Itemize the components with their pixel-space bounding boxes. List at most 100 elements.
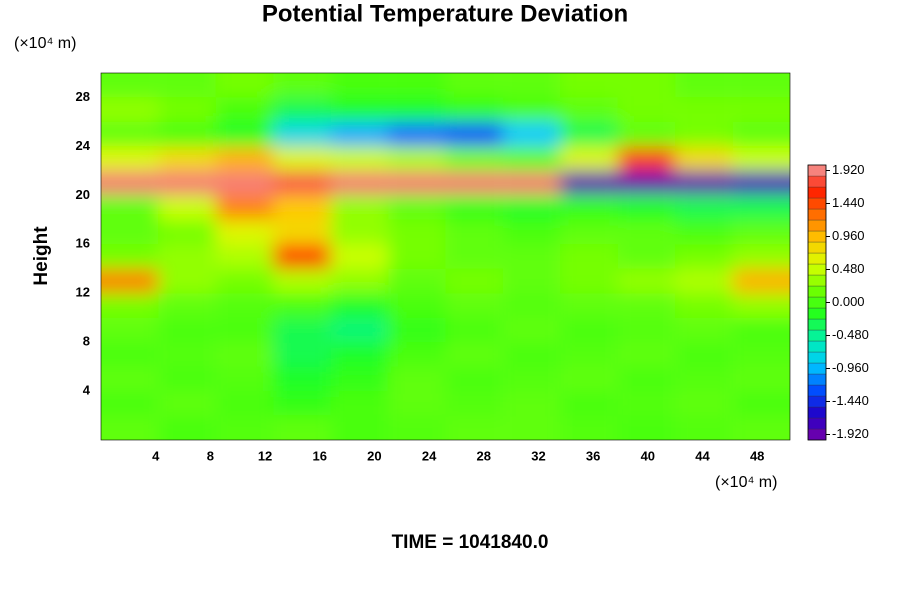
cell (560, 415, 618, 440)
cell (388, 195, 446, 220)
cell (273, 219, 331, 245)
cell (158, 170, 216, 196)
cell (273, 268, 331, 294)
cell (732, 195, 790, 220)
y-tick-label: 8 (83, 334, 90, 349)
cell (445, 121, 503, 147)
cell (101, 219, 159, 245)
cell (445, 219, 503, 245)
x-tick-label: 8 (207, 448, 214, 463)
cell (617, 268, 676, 294)
cell (732, 97, 790, 122)
cell (502, 97, 561, 122)
x-tick-label: 44 (695, 448, 710, 463)
cell (158, 97, 216, 122)
cell (273, 195, 331, 220)
cell (101, 73, 159, 98)
cell (330, 317, 389, 343)
cell (330, 268, 389, 294)
cell (675, 391, 733, 416)
cell (617, 366, 676, 392)
cell (388, 73, 446, 98)
colorbar-swatch (807, 417, 827, 430)
colorbar-tick-label: 1.920 (832, 162, 865, 177)
colorbar-swatch (807, 186, 827, 199)
cell (215, 146, 274, 171)
cell (560, 97, 618, 122)
field (101, 73, 790, 440)
cell (502, 219, 561, 245)
cell (732, 170, 790, 196)
cell (158, 244, 216, 269)
cell (617, 293, 676, 318)
plot-frame (100, 72, 791, 441)
cell (732, 342, 790, 367)
cell (215, 219, 274, 245)
cell (101, 121, 159, 147)
cell (617, 146, 676, 171)
cell (101, 195, 159, 220)
colorbar-tick-label: -1.920 (832, 426, 869, 441)
colorbar-tick-label: -0.960 (832, 360, 869, 375)
cell (502, 415, 561, 440)
chart-title: Potential Temperature Deviation (262, 0, 628, 27)
cell (732, 391, 790, 416)
cell (560, 195, 618, 220)
colorbar-swatch (807, 318, 827, 331)
cell (560, 146, 618, 171)
cell (273, 366, 331, 392)
x-tick-label: 16 (312, 448, 326, 463)
cell (273, 293, 331, 318)
cell (560, 121, 618, 147)
cell (101, 293, 159, 318)
cell (101, 146, 159, 171)
colorbar-tick-label: 0.000 (832, 294, 865, 309)
cell (158, 317, 216, 343)
cell (732, 244, 790, 269)
x-tick-label: 4 (152, 448, 160, 463)
cell (273, 146, 331, 171)
cell (330, 391, 389, 416)
cell (560, 391, 618, 416)
cell (502, 170, 561, 196)
cell (101, 97, 159, 122)
cell (273, 170, 331, 196)
colorbar-tick-label: -1.440 (832, 393, 869, 408)
y-tick-label: 24 (76, 138, 91, 153)
cell (273, 121, 331, 147)
cell (388, 97, 446, 122)
cell (388, 317, 446, 343)
cell (675, 293, 733, 318)
cell (215, 391, 274, 416)
cell (675, 366, 733, 392)
cell (215, 317, 274, 343)
cell (675, 244, 733, 269)
cell (388, 121, 446, 147)
cell (675, 121, 733, 147)
cell (675, 170, 733, 196)
cell (445, 415, 503, 440)
y-tick-label: 28 (76, 89, 90, 104)
cell (445, 342, 503, 367)
cell (388, 342, 446, 367)
cell (330, 366, 389, 392)
cell (273, 317, 331, 343)
colorbar-swatch (807, 241, 827, 254)
cell (158, 195, 216, 220)
colorbar-swatch (807, 296, 827, 309)
colorbar-swatch (807, 307, 827, 320)
cell (330, 97, 389, 122)
cell (617, 219, 676, 245)
cell (617, 121, 676, 147)
cell (675, 317, 733, 343)
cell (158, 121, 216, 147)
cell (502, 195, 561, 220)
x-tick-label: 36 (586, 448, 600, 463)
cell (502, 293, 561, 318)
cell (330, 219, 389, 245)
cell (388, 268, 446, 294)
cell (445, 170, 503, 196)
cell (675, 73, 733, 98)
cell (502, 121, 561, 147)
cell (101, 342, 159, 367)
